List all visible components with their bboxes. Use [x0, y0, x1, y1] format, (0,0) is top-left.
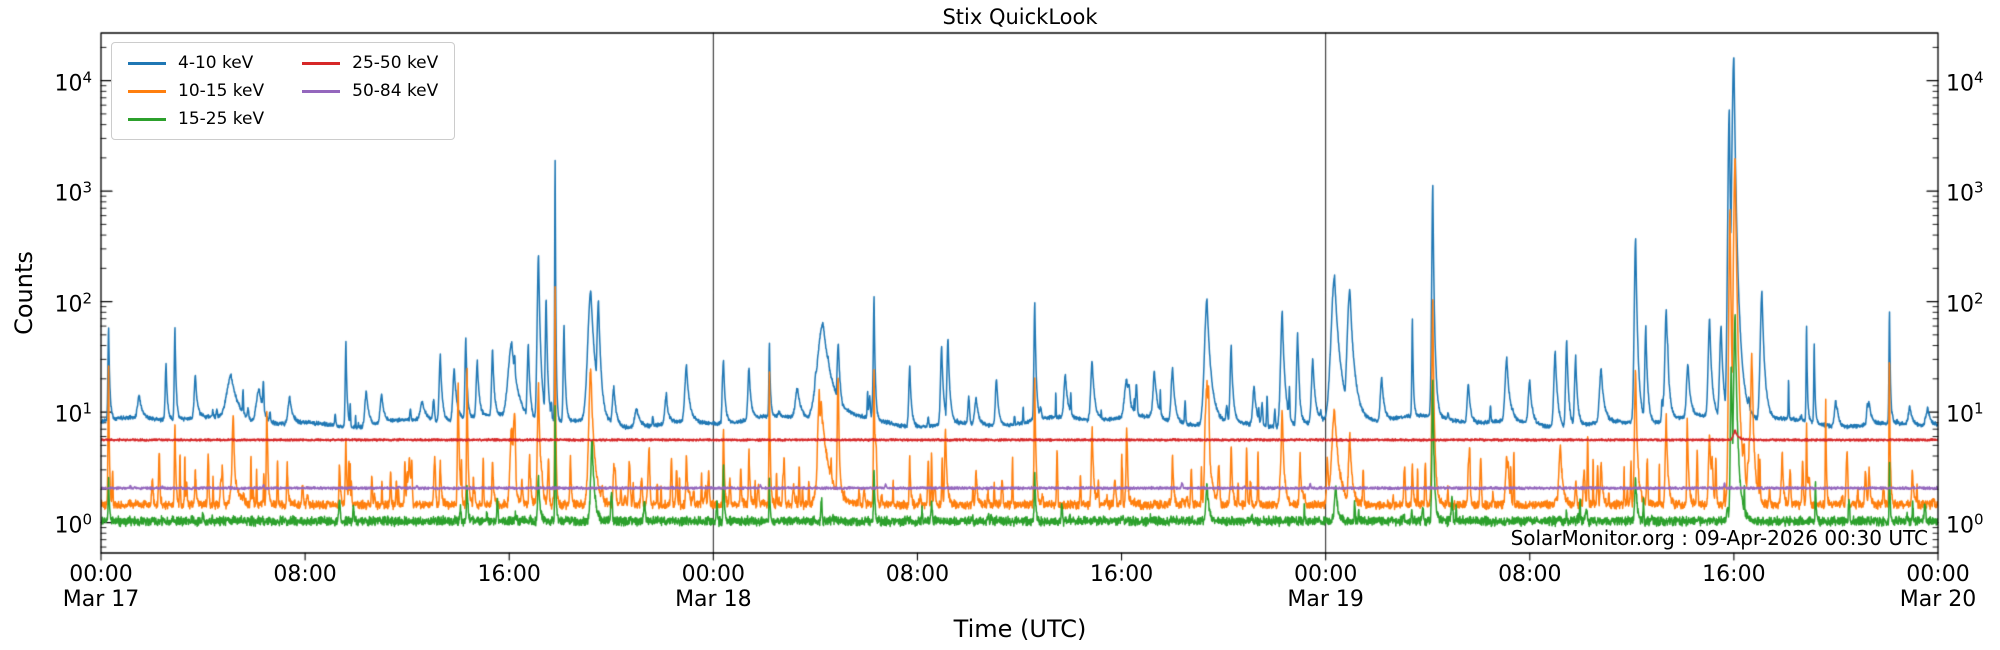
x-tick-time: 00:00	[1293, 562, 1358, 587]
x-tick-date: Mar 17	[62, 587, 140, 612]
x-tick-time: 08:00	[1498, 562, 1562, 587]
y-tick-label-right: 101	[1946, 399, 1984, 428]
legend-label: 15-25 keV	[178, 109, 265, 129]
y-tick-label-right: 103	[1946, 178, 1984, 207]
x-tick-date: Mar 18	[675, 587, 752, 612]
x-tick-label: 16:00	[1090, 562, 1153, 587]
legend-line-swatch	[128, 61, 166, 65]
y-tick-label-left: 104	[54, 67, 92, 97]
legend-line-swatch	[302, 89, 341, 93]
x-tick-label: 00:00 Mar 17	[63, 562, 140, 612]
y-tick-label-left: 102	[54, 288, 92, 318]
x-tick-label: 00:00 Mar 19	[1287, 562, 1364, 612]
legend-label: 10-15 keV	[178, 81, 265, 101]
x-tick-label: 00:00 Mar 18	[675, 562, 752, 612]
x-tick-time: 00:00	[681, 562, 746, 587]
legend-entry-10-15-kev: 10-15 keV	[128, 81, 264, 101]
legend-label: 25-50 keV	[352, 53, 439, 73]
x-tick-label: 16:00	[478, 562, 541, 587]
y-tick-label-left: 103	[54, 178, 92, 207]
legend-line-swatch	[128, 89, 166, 93]
watermark-text: SolarMonitor.org : 09-Apr-2026 00:30 UTC	[1510, 526, 1928, 550]
y-tick-label-left: 101	[54, 399, 92, 428]
x-tick-label: 00:00 Mar 20	[1900, 562, 1977, 612]
x-tick-time: 08:00	[273, 562, 337, 587]
y-tick-label-right: 102	[1946, 288, 1984, 318]
chart-title: Stix QuickLook	[942, 5, 1098, 29]
y-tick-label-right: 104	[1946, 67, 1984, 97]
legend: 4-10 keV 10-15 keV 15-25 keV 25-50 keV 50-84…	[111, 42, 456, 140]
legend-line-swatch	[302, 61, 341, 65]
x-tick-label: 08:00	[886, 562, 949, 587]
x-tick-time: 00:00	[69, 562, 133, 587]
y-axis-label: Counts	[10, 251, 38, 335]
x-tick-time: 16:00	[1089, 562, 1154, 587]
x-tick-label: 08:00	[273, 562, 336, 587]
x-tick-time: 16:00	[1702, 562, 1766, 587]
x-tick-date: Mar 20	[1899, 587, 1977, 612]
x-tick-time: 08:00	[885, 562, 950, 587]
y-tick-label-left: 100	[54, 509, 92, 539]
x-tick-date: Mar 19	[1287, 587, 1364, 612]
y-tick-label-right: 100	[1946, 509, 1984, 539]
legend-entry-4-10-kev: 4-10 keV	[128, 53, 264, 73]
legend-label: 50-84 keV	[352, 81, 439, 101]
legend-entry-25-50-kev: 25-50 keV	[302, 53, 438, 73]
legend-entry-50-84-kev: 50-84 keV	[302, 81, 438, 101]
x-tick-label: 16:00	[1702, 562, 1765, 587]
legend-line-swatch	[128, 117, 166, 121]
x-tick-label: 08:00	[1498, 562, 1561, 587]
x-tick-time: 16:00	[477, 562, 541, 587]
legend-entry-15-25-kev: 15-25 keV	[128, 109, 264, 129]
x-axis-label: Time (UTC)	[953, 615, 1087, 643]
legend-label: 4-10 keV	[178, 53, 254, 73]
x-tick-time: 00:00	[1906, 562, 1970, 587]
